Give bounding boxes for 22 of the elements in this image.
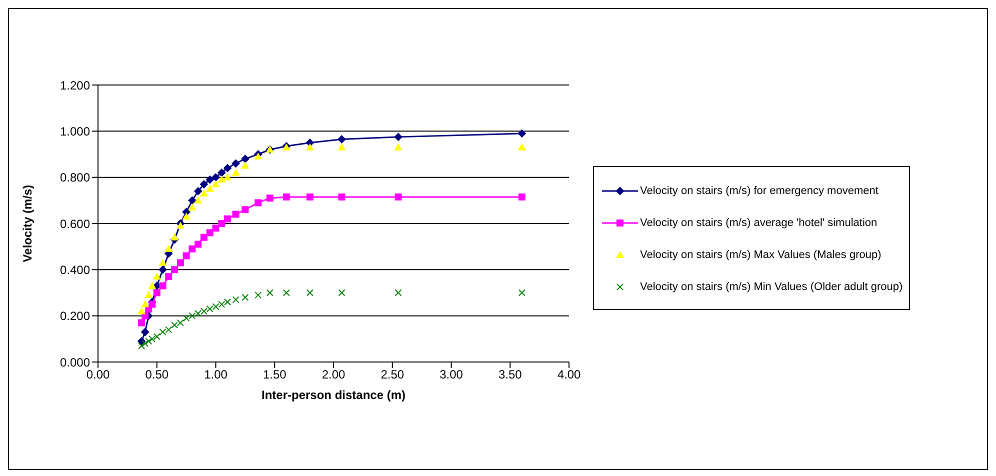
x-tick-label: 0.50 (145, 368, 169, 382)
x-tick-label: 0.00 (86, 368, 110, 382)
x-tick-label: 3.50 (498, 368, 522, 382)
x-tick-label: 4.00 (557, 368, 581, 382)
x-tick-label: 3.00 (440, 368, 464, 382)
legend-label: Velocity on stairs (m/s) for emergency movement (640, 185, 878, 197)
y-tick-label: 1.200 (60, 78, 90, 92)
legend-label: Velocity on stairs (m/s) Min Values (Older adult group) (640, 281, 903, 293)
y-tick-label: 0.600 (60, 216, 90, 231)
legend-label: Velocity on stairs (m/s) average 'hotel' simulation (640, 217, 878, 229)
x-tick-label: 1.00 (204, 368, 228, 382)
y-tick-label: 0.200 (60, 309, 90, 324)
y-axis-title: Velocity (m/s) (20, 184, 34, 262)
y-tick-label: 1.000 (60, 124, 90, 138)
y-tick-label: 0.800 (60, 170, 90, 185)
x-tick-label: 2.50 (380, 368, 404, 382)
legend-label: Velocity on stairs (m/s) Max Values (Males group) (640, 249, 882, 261)
x-axis-title: Inter-person distance (m) (261, 388, 406, 402)
y-tick-label: 0.400 (60, 262, 90, 277)
x-tick-label: 1.50 (262, 368, 287, 382)
y-tick-label: 0.000 (60, 355, 90, 370)
x-tick-label: 2.00 (322, 368, 346, 382)
